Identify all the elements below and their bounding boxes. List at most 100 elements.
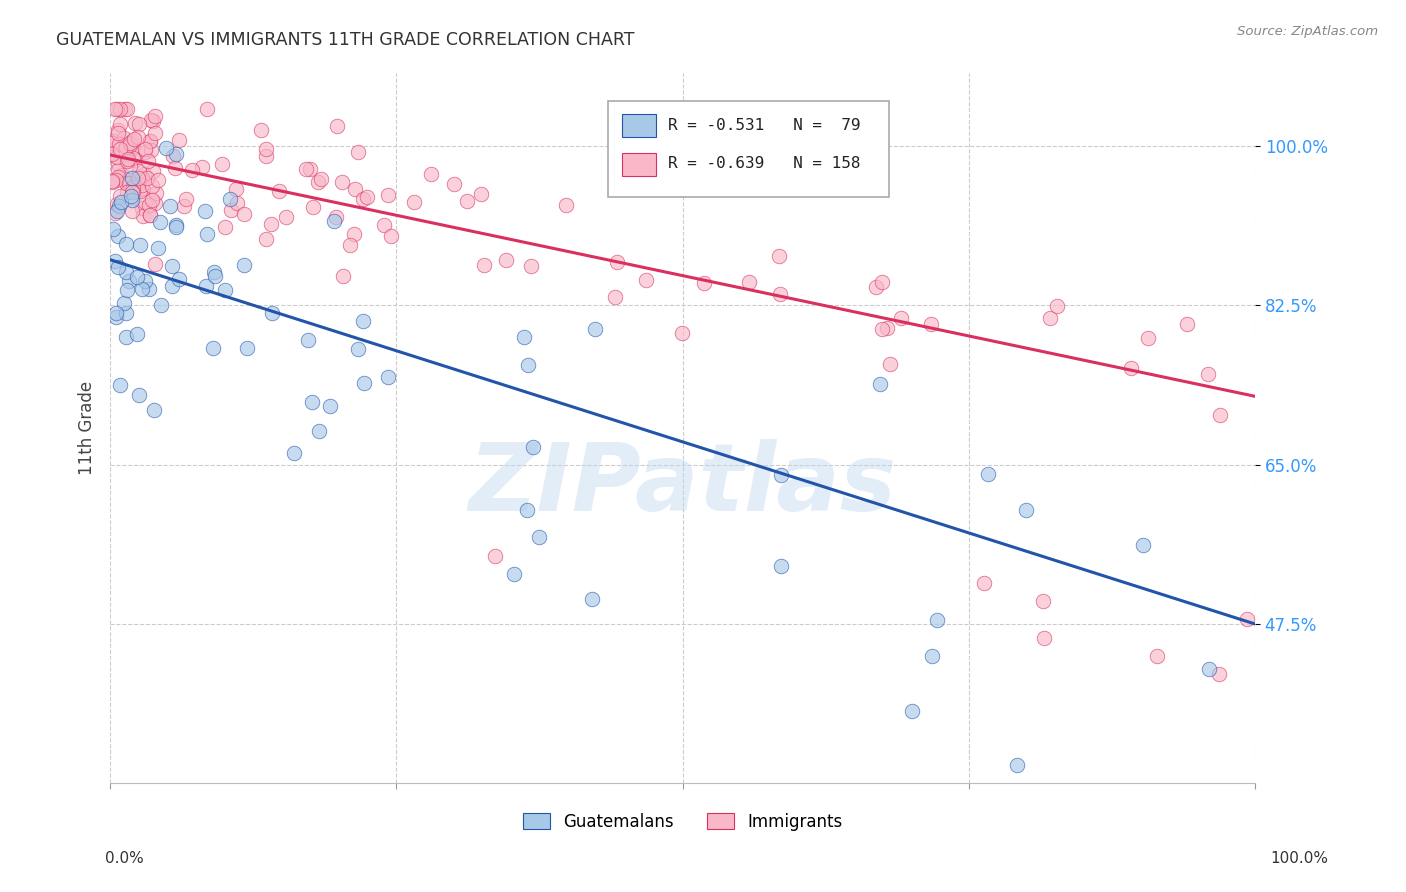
- Point: [1039, 310, 1062, 325]
- Point: [118, 176, 141, 190]
- Point: [107, 162, 129, 177]
- Point: [160, 259, 183, 273]
- Point: [125, 327, 148, 342]
- Point: [100, 145, 122, 160]
- Point: [107, 228, 129, 243]
- Point: [323, 213, 346, 227]
- Point: [141, 193, 163, 207]
- Point: [143, 403, 166, 417]
- Point: [120, 136, 142, 150]
- Point: [495, 252, 517, 267]
- Point: [134, 195, 156, 210]
- Point: [111, 168, 134, 182]
- Point: [118, 159, 141, 173]
- Point: [118, 176, 141, 190]
- Point: [159, 199, 181, 213]
- Point: [117, 283, 139, 297]
- Point: [128, 117, 150, 131]
- Point: [693, 276, 716, 290]
- Point: [114, 103, 136, 117]
- Point: [443, 178, 465, 192]
- Point: [115, 236, 138, 251]
- Point: [555, 198, 578, 212]
- Point: [105, 310, 128, 325]
- Point: [162, 279, 184, 293]
- Point: [737, 275, 759, 289]
- Point: [260, 217, 283, 231]
- Point: [330, 175, 353, 189]
- Point: [136, 170, 159, 185]
- Point: [201, 341, 224, 355]
- FancyBboxPatch shape: [621, 114, 657, 136]
- Legend: Guatemalans, Immigrants: Guatemalans, Immigrants: [515, 805, 851, 839]
- Point: [307, 175, 329, 189]
- Point: [117, 274, 139, 288]
- Point: [110, 188, 132, 202]
- Point: [131, 178, 153, 192]
- Point: [105, 103, 128, 117]
- Point: [100, 174, 122, 188]
- Point: [121, 185, 143, 199]
- Point: [233, 206, 256, 220]
- Point: [517, 358, 540, 372]
- Point: [308, 425, 330, 439]
- Point: [332, 269, 354, 284]
- Point: [254, 142, 277, 156]
- Point: [142, 113, 165, 128]
- Point: [131, 171, 153, 186]
- Point: [142, 164, 165, 178]
- Point: [299, 162, 322, 177]
- Point: [343, 182, 366, 196]
- Point: [103, 134, 125, 148]
- Point: [127, 130, 149, 145]
- Point: [309, 171, 332, 186]
- Point: [218, 192, 240, 206]
- Point: [121, 134, 143, 148]
- Point: [101, 146, 124, 161]
- Point: [103, 221, 125, 235]
- Point: [134, 275, 156, 289]
- Point: [145, 186, 167, 201]
- Text: GUATEMALAN VS IMMIGRANTS 11TH GRADE CORRELATION CHART: GUATEMALAN VS IMMIGRANTS 11TH GRADE CORR…: [56, 31, 634, 49]
- Point: [115, 330, 138, 344]
- Point: [1132, 538, 1154, 552]
- Point: [921, 648, 943, 663]
- Point: [581, 591, 603, 606]
- Point: [872, 275, 894, 289]
- Point: [163, 161, 186, 175]
- Point: [226, 195, 249, 210]
- Point: [104, 103, 127, 117]
- Point: [167, 133, 190, 147]
- Point: [516, 503, 538, 517]
- Point: [141, 179, 163, 194]
- Point: [107, 123, 129, 137]
- Point: [165, 220, 187, 235]
- Point: [139, 208, 162, 222]
- FancyBboxPatch shape: [621, 153, 657, 176]
- Point: [105, 150, 128, 164]
- Point: [194, 279, 217, 293]
- Point: [139, 134, 162, 148]
- Point: [876, 321, 898, 335]
- Point: [143, 195, 166, 210]
- Point: [1175, 317, 1198, 331]
- Point: [1032, 594, 1054, 608]
- Point: [195, 227, 218, 242]
- Point: [585, 322, 607, 336]
- Point: [419, 168, 441, 182]
- Point: [456, 194, 478, 208]
- Point: [104, 205, 127, 219]
- Point: [121, 193, 143, 207]
- Point: [1198, 662, 1220, 676]
- Point: [124, 153, 146, 168]
- Point: [112, 130, 135, 145]
- Point: [605, 290, 627, 304]
- Point: [636, 273, 658, 287]
- Point: [134, 145, 156, 159]
- Point: [380, 229, 402, 244]
- Point: [108, 136, 131, 151]
- Point: [872, 322, 894, 336]
- Point: [1146, 648, 1168, 663]
- Point: [108, 103, 131, 117]
- Point: [195, 103, 218, 117]
